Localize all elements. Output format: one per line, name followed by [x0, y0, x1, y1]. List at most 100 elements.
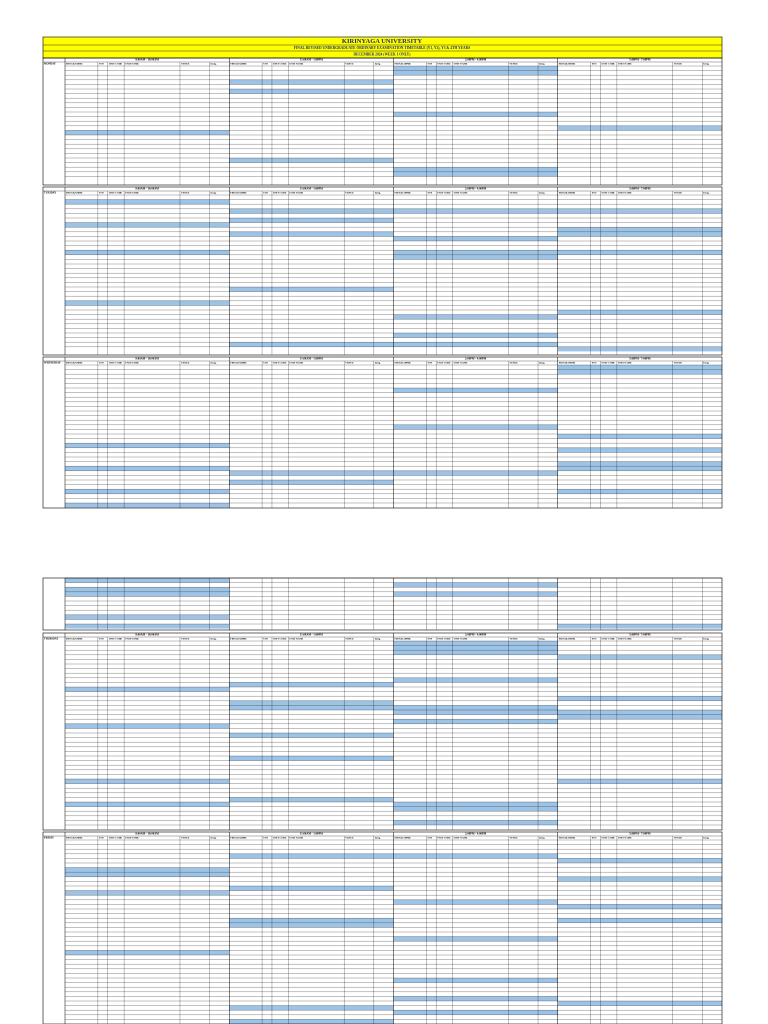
column-header: UNIT NAME [454, 837, 468, 840]
highlight-row [557, 365, 722, 370]
highlight-row [393, 645, 558, 651]
highlight-row [393, 254, 558, 260]
highlight-row [65, 489, 230, 494]
highlight-row [393, 978, 558, 983]
highlight-row [557, 858, 722, 863]
highlight-row [557, 310, 722, 315]
highlight-row [557, 461, 722, 467]
column-header: UNIT CODE [601, 63, 615, 66]
highlight-row [229, 733, 394, 738]
highlight-row [65, 250, 230, 255]
column-header: PROGRAMME [66, 362, 83, 365]
column-header: UNIT CODE [109, 638, 123, 641]
highlight-row [557, 434, 722, 439]
column-header: UNIT CODE [437, 63, 451, 66]
highlight-row [557, 369, 722, 375]
highlight-row [65, 443, 230, 448]
highlight-row [557, 654, 722, 660]
highlight-row [65, 624, 230, 629]
highlight-row [393, 250, 558, 255]
column-header: PROGRAMME [559, 638, 576, 641]
slot-label: 11:00AM - 1:00PM [300, 188, 323, 191]
highlight-row [65, 802, 230, 807]
highlight-row [393, 936, 558, 942]
column-header: VENUE [674, 638, 683, 641]
highlight-row [229, 922, 394, 928]
column-header: UNIT CODE [601, 192, 615, 195]
column-header: VENUE [181, 362, 190, 365]
column-header: PROGRAMME [559, 63, 576, 66]
highlight-row [557, 1001, 722, 1006]
column-header: YOS [592, 63, 598, 66]
column-header: Invig. [539, 192, 545, 195]
column-header: PROGRAMME [66, 192, 83, 195]
column-header: UNIT NAME [454, 362, 468, 365]
column-header: PROGRAMME [230, 192, 247, 195]
column-header: VENUE [509, 192, 518, 195]
column-header: VENUE [181, 63, 190, 66]
highlight-row [557, 918, 722, 923]
column-header: YOS [99, 638, 105, 641]
slot-label: 5:00PM - 7:00PM [629, 188, 651, 191]
column-header: YOS [263, 638, 269, 641]
column-header: PROGRAMME [559, 837, 576, 840]
column-header: PROGRAMME [559, 192, 576, 195]
column-header: YOS [263, 837, 269, 840]
column-header: UNIT CODE [109, 63, 123, 66]
highlight-row [65, 867, 230, 873]
column-header: YOS [263, 362, 269, 365]
highlight-row [65, 222, 230, 228]
highlight-row [557, 227, 722, 232]
highlight-row [229, 218, 394, 223]
highlight-row [65, 587, 230, 592]
highlight-row [557, 696, 722, 701]
column-header: VENUE [509, 638, 518, 641]
column-header: UNIT NAME [289, 63, 303, 66]
highlight-row [393, 208, 558, 214]
highlight-row [65, 300, 230, 306]
column-header: YOS [427, 362, 433, 365]
column-header: VENUE [181, 837, 190, 840]
column-header: Invig. [211, 837, 217, 840]
column-header: UNIT NAME [618, 192, 632, 195]
column-header: UNIT NAME [125, 837, 139, 840]
highlight-row [557, 208, 722, 214]
column-header: Invig. [703, 192, 709, 195]
column-header: YOS [263, 63, 269, 66]
highlight-row [393, 388, 558, 393]
column-header: PROGRAMME [230, 837, 247, 840]
highlight-row [65, 130, 230, 135]
highlight-row [393, 112, 558, 117]
highlight-row [393, 314, 558, 320]
column-header: UNIT CODE [601, 362, 615, 365]
highlight-row [229, 853, 394, 859]
highlight-row [65, 614, 230, 620]
column-header: UNIT NAME [289, 837, 303, 840]
column-header: VENUE [674, 362, 683, 365]
column-header: UNIT NAME [289, 638, 303, 641]
column-header: UNIT NAME [618, 63, 632, 66]
slot-label: 8:00AM - 10:00AM [135, 358, 159, 361]
column-header: UNIT NAME [125, 362, 139, 365]
column-header: UNIT CODE [273, 63, 287, 66]
highlight-row [229, 89, 394, 94]
column-header: UNIT NAME [618, 837, 632, 840]
highlight-row [229, 886, 394, 891]
slot-label: 8:00AM - 10:00AM [135, 833, 159, 836]
highlight-row [65, 591, 230, 597]
column-header: UNIT NAME [125, 63, 139, 66]
highlight-row [393, 719, 558, 724]
column-header: Invig. [211, 192, 217, 195]
column-header: PROGRAMME [230, 362, 247, 365]
column-header: VENUE [509, 362, 518, 365]
column-header: UNIT NAME [454, 63, 468, 66]
slot-label: 8:00AM - 10:00AM [135, 59, 159, 62]
column-header: YOS [592, 192, 598, 195]
highlight-row [229, 705, 394, 710]
highlight-row [393, 710, 558, 715]
column-header: UNIT CODE [601, 837, 615, 840]
column-header: YOS [592, 362, 598, 365]
highlight-row [393, 167, 558, 172]
column-header: UNIT NAME [289, 192, 303, 195]
